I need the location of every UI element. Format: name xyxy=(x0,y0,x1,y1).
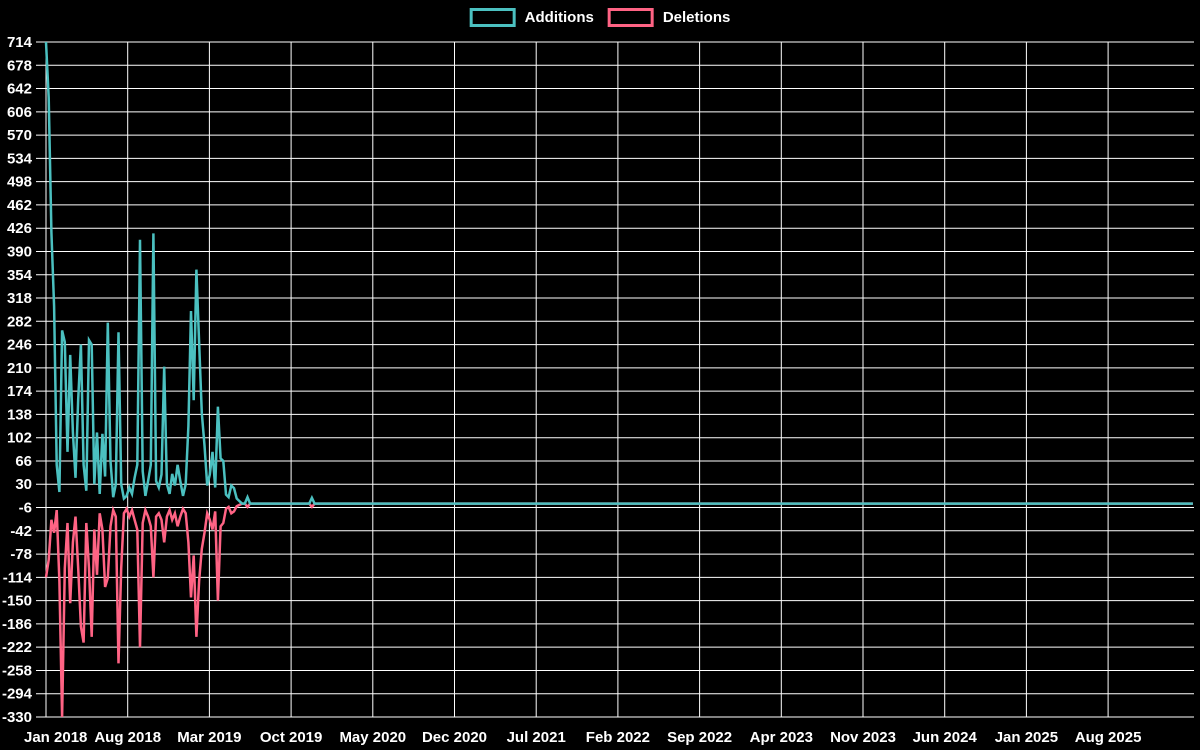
x-axis-tick-label: Dec 2020 xyxy=(422,729,487,746)
y-axis-tick-label: -6 xyxy=(19,500,32,517)
x-axis-tick-label: Feb 2022 xyxy=(586,729,650,746)
chart-legend: Additions Deletions xyxy=(469,8,731,27)
legend-item-deletions[interactable]: Deletions xyxy=(607,8,731,27)
y-axis-tick-label: 354 xyxy=(7,267,33,284)
y-axis-tick-label: -78 xyxy=(10,546,32,563)
y-axis-tick-label: 426 xyxy=(7,220,32,237)
y-axis-tick-label: 534 xyxy=(7,150,33,167)
y-axis-tick-label: 282 xyxy=(7,313,32,330)
y-axis-tick-label: 678 xyxy=(7,57,32,74)
y-axis-tick-label: -42 xyxy=(10,523,32,540)
gridlines xyxy=(36,41,1194,718)
x-axis-tick-label: Jan 2025 xyxy=(995,729,1058,746)
y-axis-tick-label: -330 xyxy=(2,709,32,726)
legend-label-additions: Additions xyxy=(524,9,594,26)
x-axis-tick-label: Jul 2021 xyxy=(507,729,566,746)
y-axis-tick-label: 606 xyxy=(7,104,32,121)
y-axis-tick-label: 498 xyxy=(7,174,32,191)
legend-item-additions[interactable]: Additions xyxy=(469,8,594,27)
additions-swatch-icon xyxy=(469,8,516,27)
y-axis-tick-label: -114 xyxy=(3,569,33,586)
x-axis-tick-label: Jan 2018 xyxy=(24,729,87,746)
y-axis-tick-label: 30 xyxy=(15,476,32,493)
y-axis-tick-label: 246 xyxy=(7,337,32,354)
y-axis-tick-label: 102 xyxy=(7,430,32,447)
y-axis-tick-label: 570 xyxy=(7,127,32,144)
additions-line xyxy=(44,41,1193,505)
y-axis-tick-label: -294 xyxy=(2,686,33,703)
x-axis-tick-label: Sep 2022 xyxy=(667,729,732,746)
y-axis-tick-label: 174 xyxy=(7,383,33,400)
x-axis-tick-label: Apr 2023 xyxy=(750,729,813,746)
y-axis-tick-label: -258 xyxy=(2,662,32,679)
y-axis-tick-label: -186 xyxy=(2,616,32,633)
y-axis-tick-label: 390 xyxy=(7,243,32,260)
x-axis-tick-label: Oct 2019 xyxy=(260,729,323,746)
y-axis-tick-label: 462 xyxy=(7,197,32,214)
x-axis-tick-label: May 2020 xyxy=(339,729,406,746)
y-axis-tick-label: -222 xyxy=(2,639,32,656)
x-axis-tick-label: Nov 2023 xyxy=(830,729,896,746)
legend-label-deletions: Deletions xyxy=(662,9,731,26)
y-axis-tick-label: 318 xyxy=(7,290,32,307)
y-axis-tick-label: 210 xyxy=(7,360,32,377)
x-axis-tick-label: Jun 2024 xyxy=(913,729,978,746)
x-axis-tick-label: Mar 2019 xyxy=(177,729,241,746)
deletions-line xyxy=(44,502,1193,718)
x-axis-tick-label: Aug 2018 xyxy=(94,729,161,746)
x-axis-tick-label: Aug 2025 xyxy=(1075,729,1142,746)
y-axis-tick-label: 714 xyxy=(7,34,33,51)
deletions-swatch-icon xyxy=(607,8,654,27)
y-axis-tick-label: -150 xyxy=(2,593,32,610)
y-axis-tick-label: 642 xyxy=(7,81,32,98)
y-axis-tick-label: 138 xyxy=(7,406,32,423)
y-axis-tick-label: 66 xyxy=(15,453,32,470)
